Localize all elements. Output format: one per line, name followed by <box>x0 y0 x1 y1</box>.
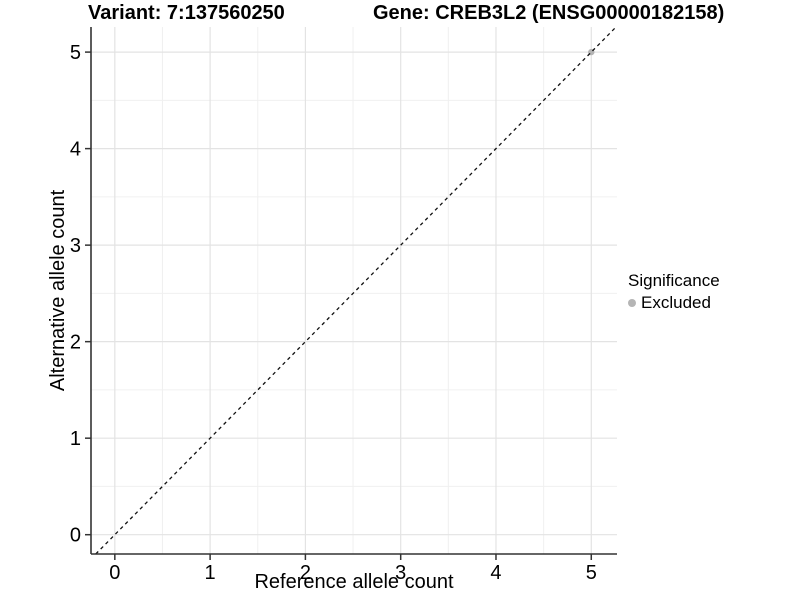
y-tick-label: 5 <box>70 42 81 64</box>
plot-title-variant: Variant: 7:137560250 <box>88 2 285 24</box>
x-axis-title: Reference allele count <box>254 571 453 593</box>
y-tick-label: 2 <box>70 332 81 354</box>
plot-title-gene: Gene: CREB3L2 (ENSG00000182158) <box>373 2 725 24</box>
y-tick-label: 1 <box>70 428 81 450</box>
y-tick-label: 3 <box>70 235 81 257</box>
x-tick-label: 1 <box>205 562 216 584</box>
x-tick-label: 4 <box>490 562 501 584</box>
x-tick-label: 5 <box>586 562 597 584</box>
x-tick-label: 2 <box>300 562 311 584</box>
y-axis-title: Alternative allele count <box>47 189 69 391</box>
x-tick-label: 3 <box>395 562 406 584</box>
legend-item-label: Excluded <box>641 293 711 312</box>
legend-item-excluded: Excluded <box>628 292 720 314</box>
legend: Significance Excluded <box>628 270 720 314</box>
y-tick-label: 0 <box>70 525 81 547</box>
x-tick-label: 0 <box>109 562 120 584</box>
identity-line <box>95 26 617 555</box>
excluded-point-icon <box>628 299 636 307</box>
y-tick-label: 4 <box>70 139 81 161</box>
legend-title: Significance <box>628 271 720 290</box>
